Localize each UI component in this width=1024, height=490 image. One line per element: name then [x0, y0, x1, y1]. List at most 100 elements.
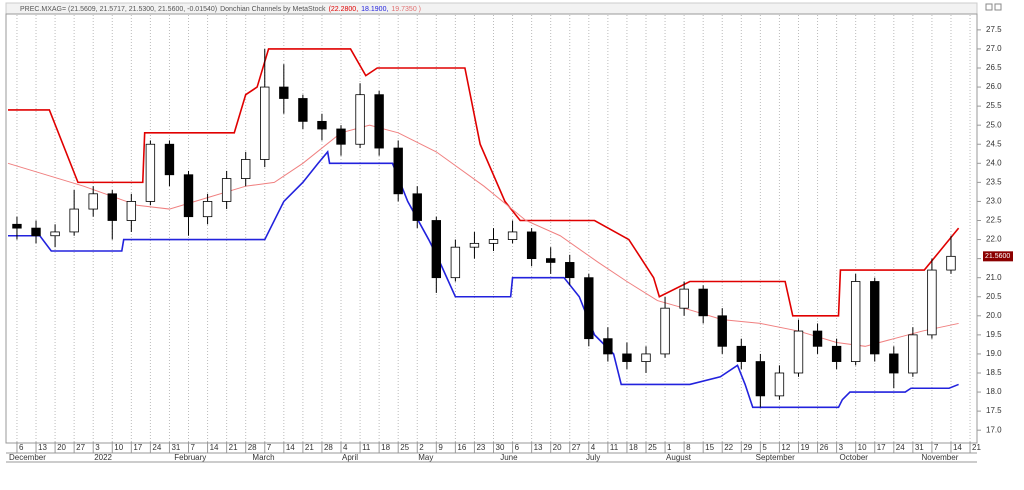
candle-body [298, 98, 308, 122]
month-label: July [586, 453, 600, 462]
candle-body [755, 361, 766, 397]
x-tick-label: 3 [839, 443, 844, 452]
candle-body [107, 193, 117, 221]
candle-body [317, 120, 327, 130]
candle-body [279, 86, 289, 99]
last-price-label: 21.5600 [985, 253, 1010, 260]
candle-body [565, 262, 575, 279]
line-series [8, 150, 959, 409]
candle-body [145, 143, 156, 202]
candle-body [183, 174, 194, 218]
month-label: March [252, 453, 274, 462]
candle-body [850, 281, 861, 362]
x-tick-label: 28 [248, 443, 257, 452]
x-tick-label: 3 [95, 443, 100, 452]
month-label: April [342, 453, 358, 462]
candle-body [260, 86, 270, 160]
month-label: October [840, 453, 869, 462]
y-tick-label: 20.5 [986, 292, 1002, 301]
x-tick-label: 17 [877, 443, 886, 452]
month-label: August [666, 453, 692, 462]
x-tick-label: 20 [57, 443, 66, 452]
x-tick-label: 18 [629, 443, 638, 452]
y-tick-label: 19.0 [986, 349, 1002, 358]
x-tick-label: 27 [572, 443, 581, 452]
x-tick-label: 18 [381, 443, 390, 452]
x-tick-label: 16 [457, 443, 466, 452]
window-icon[interactable] [994, 3, 1002, 11]
candle-body [660, 307, 670, 355]
candle-body [908, 334, 918, 374]
plot-frame [5, 13, 978, 444]
x-tick-label: 11 [610, 443, 619, 452]
x-tick-label: 6 [19, 443, 24, 452]
candle-body [584, 277, 594, 340]
candle-body [603, 338, 613, 355]
candle-body [679, 288, 689, 309]
candle-body [164, 143, 175, 176]
y-tick-label: 17.5 [986, 406, 1002, 415]
y-tick-label: 22.5 [986, 216, 1002, 225]
candle-body [870, 281, 880, 355]
window-icon[interactable] [985, 3, 993, 11]
candle-body [927, 269, 937, 336]
x-tick-label: 7 [191, 443, 196, 452]
x-tick-label: 7 [934, 443, 939, 452]
candle-body [469, 242, 480, 248]
x-tick-label: 29 [743, 443, 752, 452]
candle-body [12, 223, 22, 229]
candle-body [374, 94, 384, 149]
x-tick-label: 6 [515, 443, 520, 452]
x-tick-label: 31 [915, 443, 924, 452]
y-tick-label: 27.5 [986, 25, 1002, 34]
candle-body [355, 94, 365, 145]
candle-body [622, 353, 632, 362]
x-tick-label: 11 [362, 443, 371, 452]
x-tick-label: 26 [820, 443, 829, 452]
x-tick-label: 14 [953, 443, 962, 452]
candle-body [412, 193, 422, 221]
x-tick-label: 31 [171, 443, 180, 452]
candle-body [202, 201, 213, 218]
candle-body [831, 345, 842, 362]
candle-body [488, 239, 499, 244]
y-tick-label: 17.0 [986, 425, 1002, 434]
candle-body [946, 255, 956, 271]
header-text: PREC.MXAG= (21.5609, 21.5717, 21.5300, 2… [20, 6, 421, 13]
symbol-info: PREC.MXAG= (21.5609, 21.5717, 21.5300, 2… [20, 6, 217, 13]
x-tick-label: 13 [38, 443, 47, 452]
candle-body [793, 330, 804, 374]
x-tick-label: 10 [114, 443, 123, 452]
indicator-value: 18.1900, [361, 6, 388, 13]
candle-body [221, 178, 232, 202]
candle-body [507, 231, 518, 240]
candle-body [812, 330, 823, 347]
indicator-value: (22.2800, [329, 6, 359, 13]
month-label: 2022 [94, 453, 112, 462]
line-series [7, 124, 959, 347]
y-tick-label: 22.0 [986, 235, 1002, 244]
x-tick-label: 1 [667, 443, 672, 452]
indicator-values: (22.2800, 18.1900, 19.7350 ) [329, 6, 421, 13]
line-series [8, 48, 960, 317]
x-tick-label: 28 [324, 443, 333, 452]
x-tick-label: 24 [152, 443, 161, 452]
candle-body [88, 193, 98, 210]
x-tick-label: 5 [762, 443, 767, 452]
candle-body [431, 220, 442, 279]
y-tick-label: 24.5 [986, 139, 1002, 148]
x-tick-label: 13 [534, 443, 543, 452]
x-tick-label: 25 [400, 443, 409, 452]
candle-body [545, 258, 556, 263]
x-tick-label: 4 [591, 443, 596, 452]
month-label: December [9, 453, 46, 462]
x-tick-label: 4 [343, 443, 348, 452]
candle-body [241, 159, 251, 179]
x-tick-label: 30 [496, 443, 505, 452]
candle-body [126, 201, 137, 221]
x-tick-label: 8 [686, 443, 691, 452]
y-tick-label: 20.0 [986, 311, 1002, 320]
indicator-value: 19.7350 ) [391, 6, 421, 13]
month-label: June [500, 453, 518, 462]
